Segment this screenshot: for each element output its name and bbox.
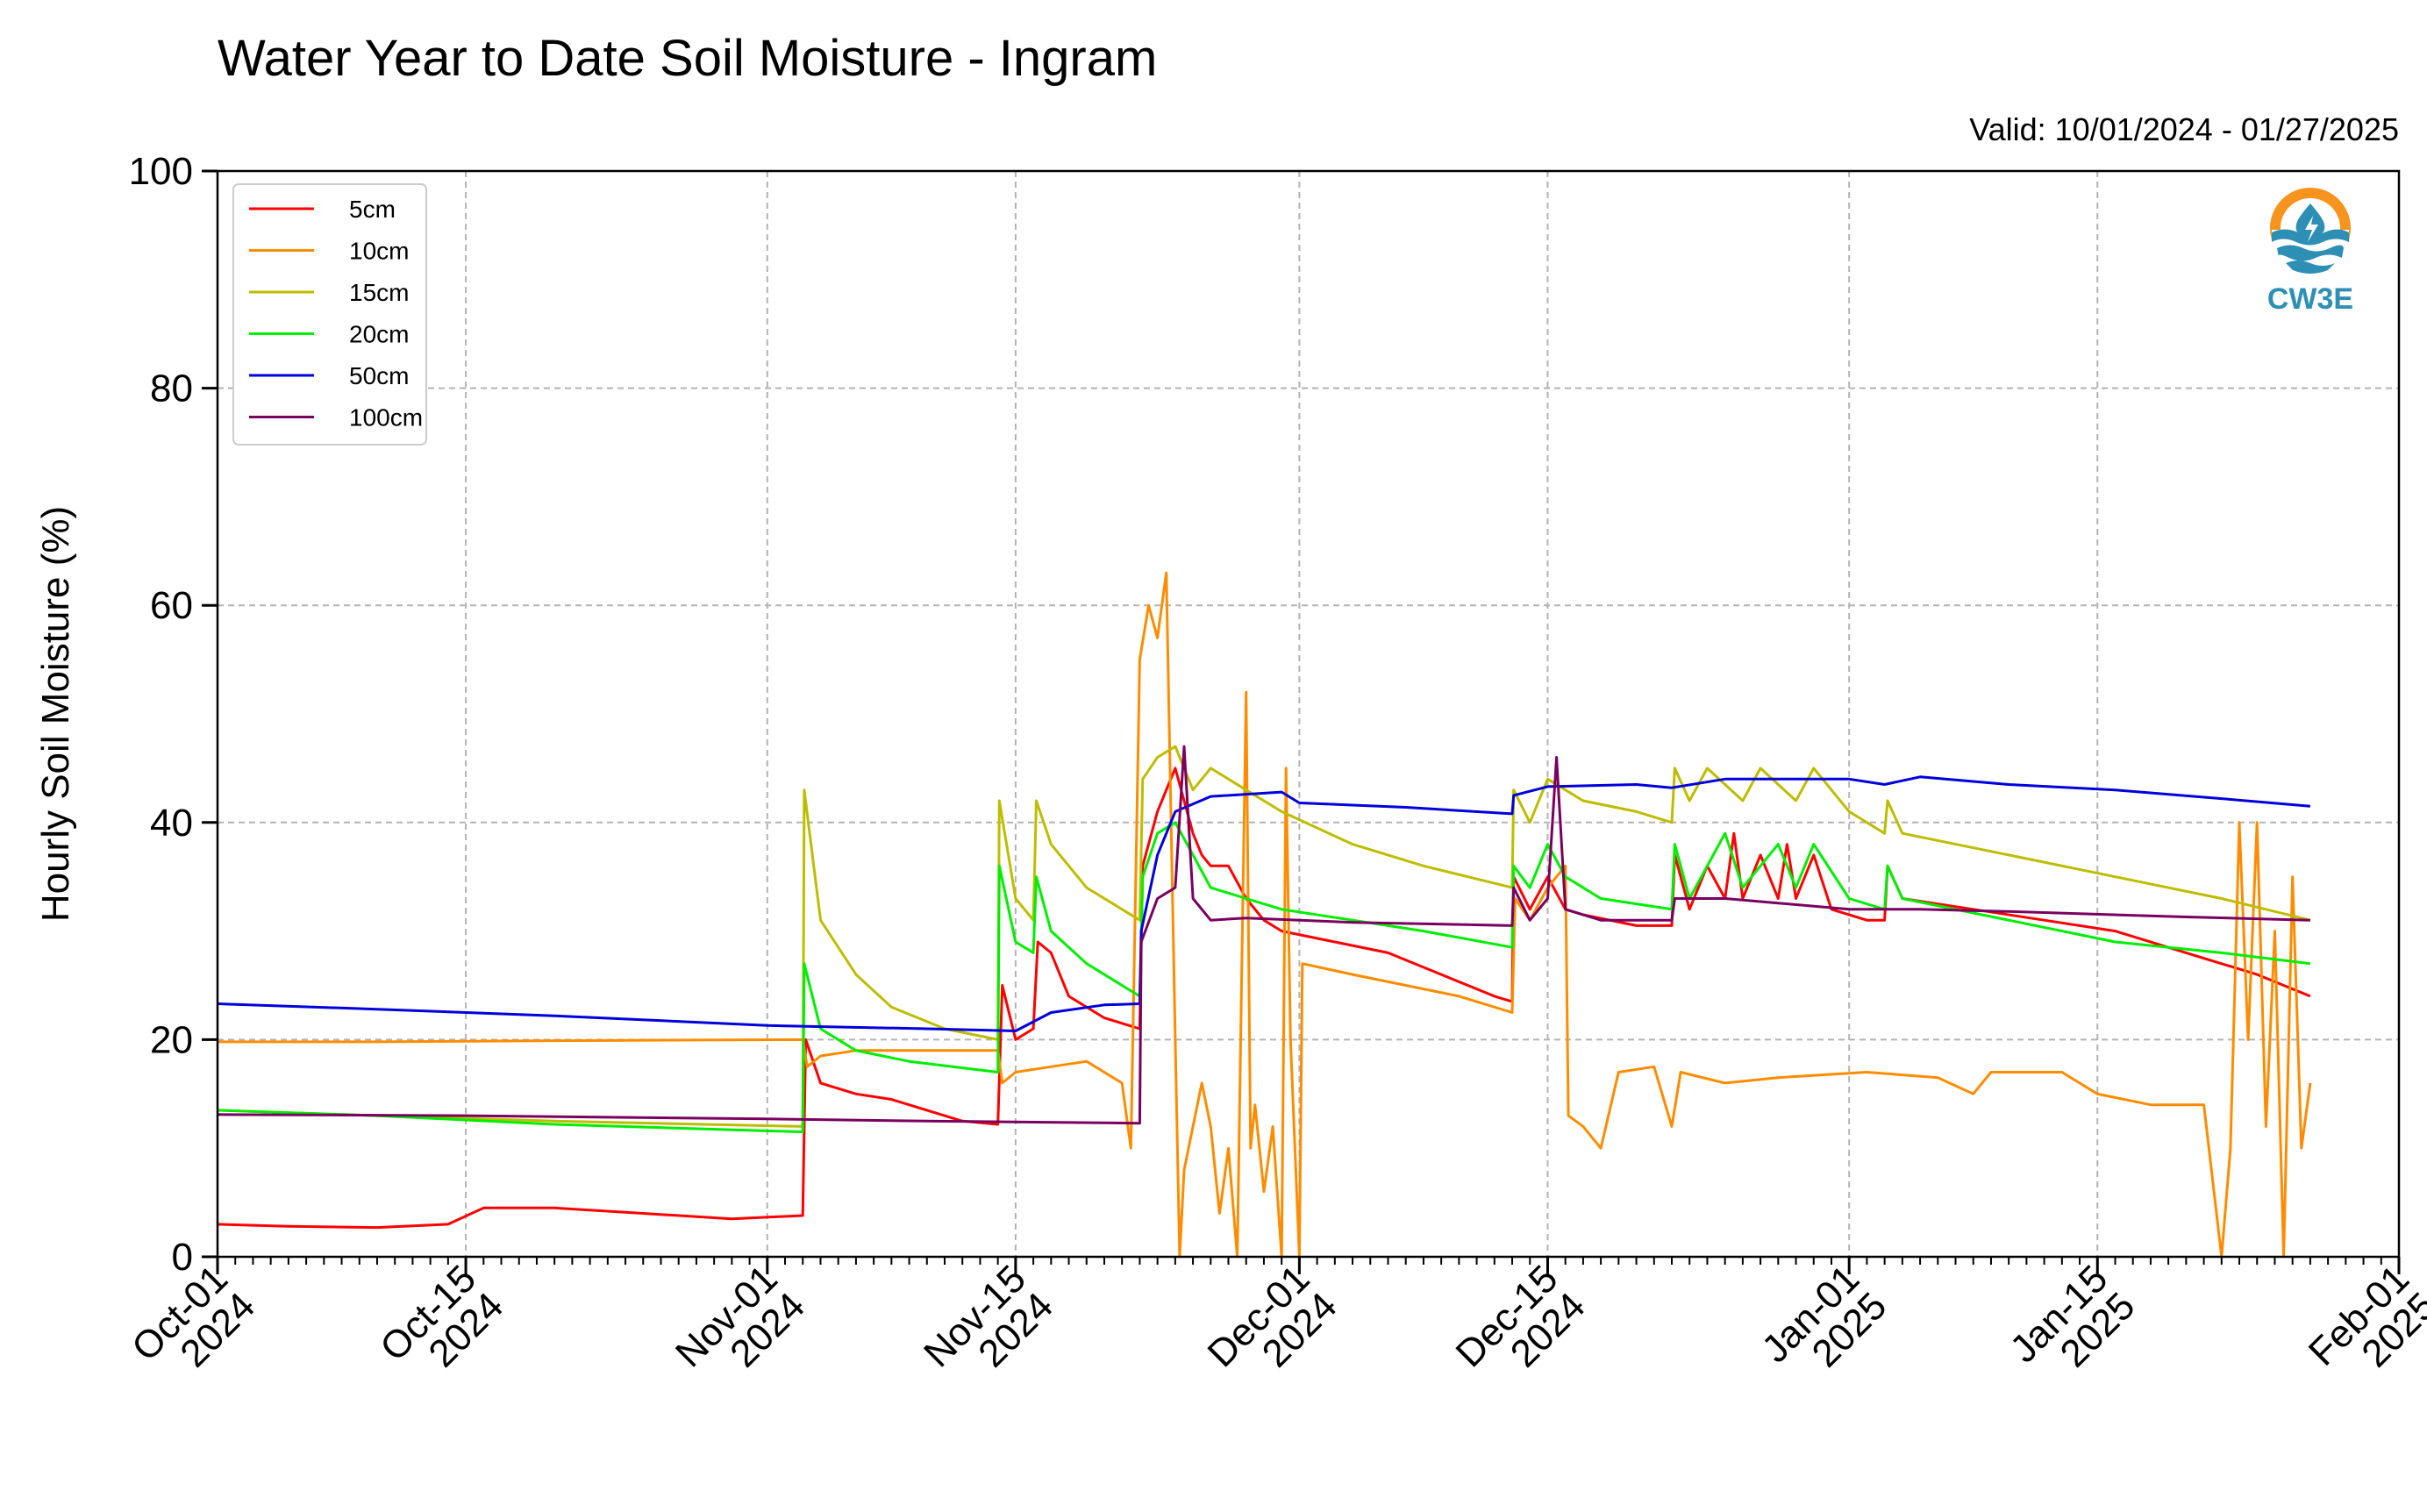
- series-lines: [217, 571, 2312, 1259]
- legend-label-20cm: 20cm: [349, 321, 409, 348]
- legend-label-5cm: 5cm: [349, 196, 396, 223]
- y-tick-label: 80: [150, 367, 193, 410]
- series-line-10cm: [218, 571, 2312, 1259]
- chart-subtitle: Valid: 10/01/2024 - 01/27/2025: [1969, 111, 2399, 147]
- chart-title: Water Year to Date Soil Moisture - Ingra…: [218, 30, 1157, 87]
- water-drop-logo-icon: [2270, 188, 2351, 274]
- legend-items: 5cm 10cm 15cm 20cm 50cm 100cm: [249, 196, 423, 431]
- series-line-100cm: [217, 745, 2310, 1125]
- series-line-20cm: [217, 821, 2311, 1134]
- series-line-5cm: [217, 767, 2311, 1230]
- y-tick-label: 0: [172, 1236, 193, 1279]
- plot-frame: [216, 169, 2401, 1259]
- legend-label-50cm: 50cm: [349, 362, 409, 389]
- legend: 5cm 10cm 15cm 20cm 50cm 100cm: [232, 183, 427, 446]
- y-tick-label: 40: [150, 802, 193, 845]
- legend-label-100cm: 100cm: [349, 404, 423, 431]
- y-tick-label: 60: [150, 584, 193, 627]
- logo-text: CW3E: [2267, 282, 2353, 316]
- legend-label-15cm: 15cm: [349, 279, 409, 306]
- y-axis-label: Hourly Soil Moisture (%): [34, 506, 77, 922]
- y-tick-label: 20: [150, 1018, 193, 1061]
- series-line-50cm: [217, 775, 2311, 1032]
- y-tick-label: 100: [129, 150, 193, 193]
- cw3e-logo: CW3E: [2267, 188, 2353, 316]
- legend-label-10cm: 10cm: [349, 238, 409, 265]
